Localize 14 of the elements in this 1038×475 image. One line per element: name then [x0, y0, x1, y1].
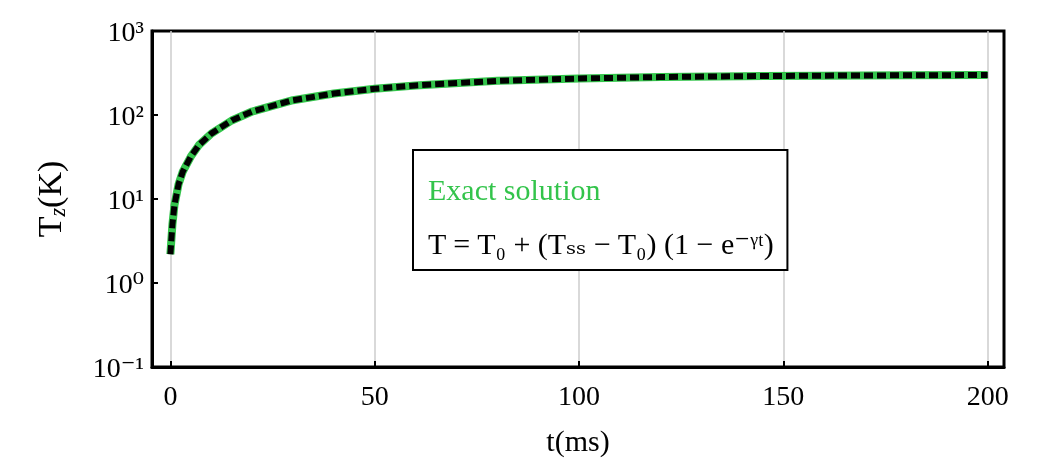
x-axis-title: t(ms): [546, 423, 610, 458]
x-tick-label: 0: [163, 379, 178, 411]
x-tick-label: 100: [558, 379, 601, 411]
y-tick-label: 10⁻¹: [92, 351, 144, 383]
x-tick-label: 50: [360, 379, 389, 411]
y-tick-label: 10³: [107, 15, 144, 47]
y-tick-label: 10⁰: [104, 267, 144, 299]
y-tick-label: 10¹: [107, 183, 144, 215]
y-tick-label: 10²: [107, 99, 144, 131]
text: Exact solution: [428, 172, 601, 206]
y-axis-title: Tz(K): [30, 160, 70, 238]
x-tick-label: 200: [966, 379, 1009, 411]
text: T = T₀ + (Tₛₛ − T₀) (1 − e⁻ᵞᵗ): [428, 226, 774, 261]
x-tick-label: 150: [762, 379, 805, 411]
